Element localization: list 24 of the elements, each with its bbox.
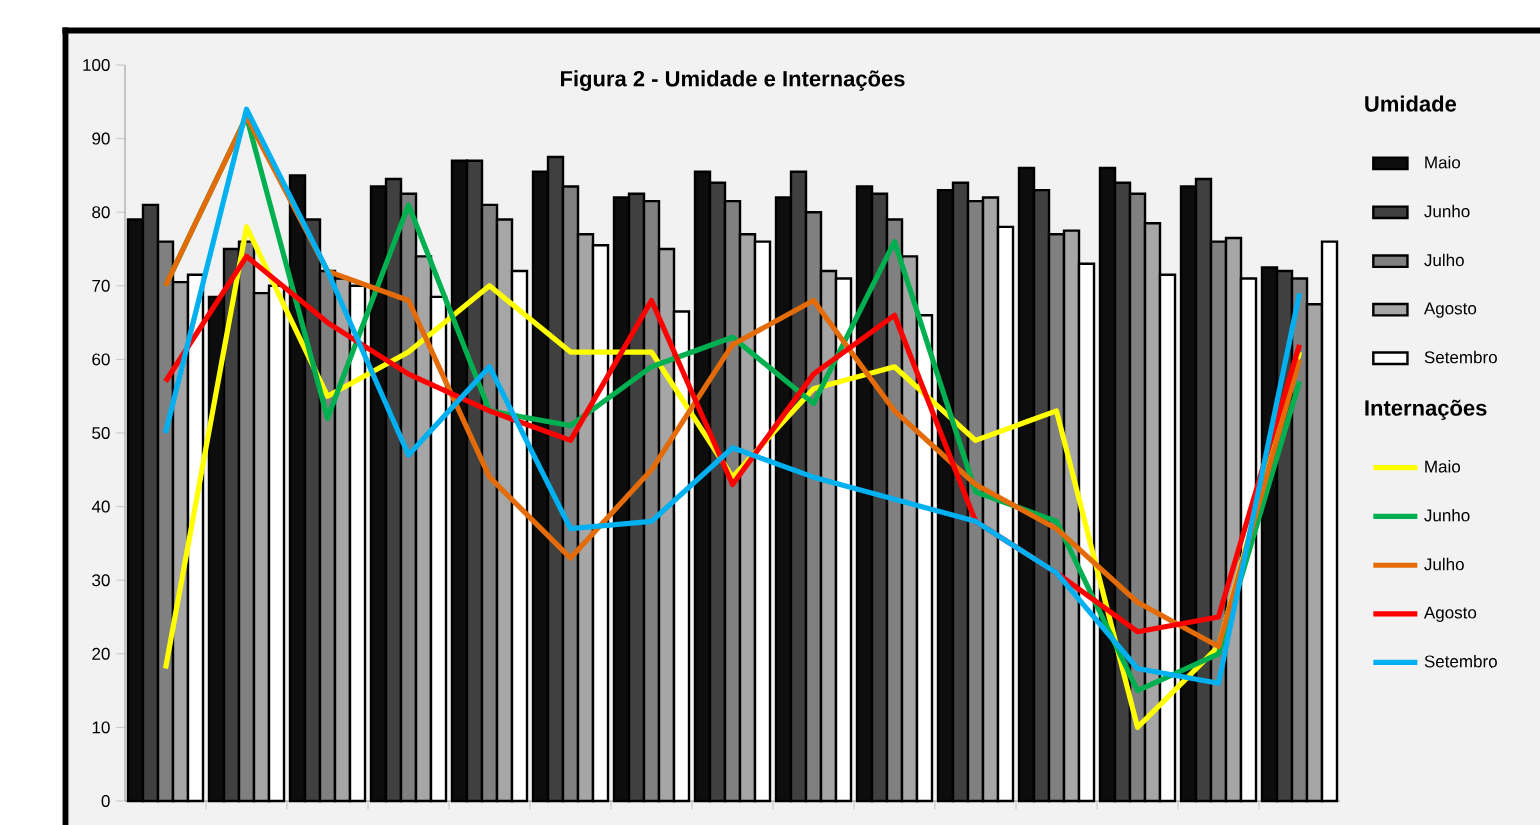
y-tick-label: 0 <box>101 795 110 808</box>
legend-label: Junho <box>1424 204 1470 218</box>
legend-label: Junho <box>1424 508 1470 522</box>
legend-label: Agosto <box>1423 606 1477 622</box>
legend-title: Umidade <box>1365 95 1457 112</box>
legend-label: Maio <box>1425 155 1461 169</box>
y-tick-label: 10 <box>92 721 110 734</box>
legend-label: Maio <box>1425 460 1461 473</box>
legend-label: Setembro <box>1424 350 1497 364</box>
y-tick-label: 80 <box>92 206 110 219</box>
y-tick-label: 100 <box>83 58 110 71</box>
y-tick-label: 90 <box>92 132 110 145</box>
chart-title: Figura 2 - Umidade e Internações <box>560 70 905 91</box>
y-tick-label: 20 <box>92 647 110 660</box>
legend-label: Julho <box>1424 253 1464 267</box>
y-tick-label: 60 <box>92 353 110 366</box>
y-tick-label: 30 <box>92 574 110 587</box>
text: Internações <box>1365 399 1487 421</box>
y-tick-label: 70 <box>92 279 110 292</box>
legend-label: Agosto <box>1423 302 1477 318</box>
y-tick-label: 40 <box>91 500 110 513</box>
y-tick-label: 50 <box>92 426 110 440</box>
legend-label: Julho <box>1424 557 1464 571</box>
legend-label: Setembro <box>1424 654 1497 668</box>
